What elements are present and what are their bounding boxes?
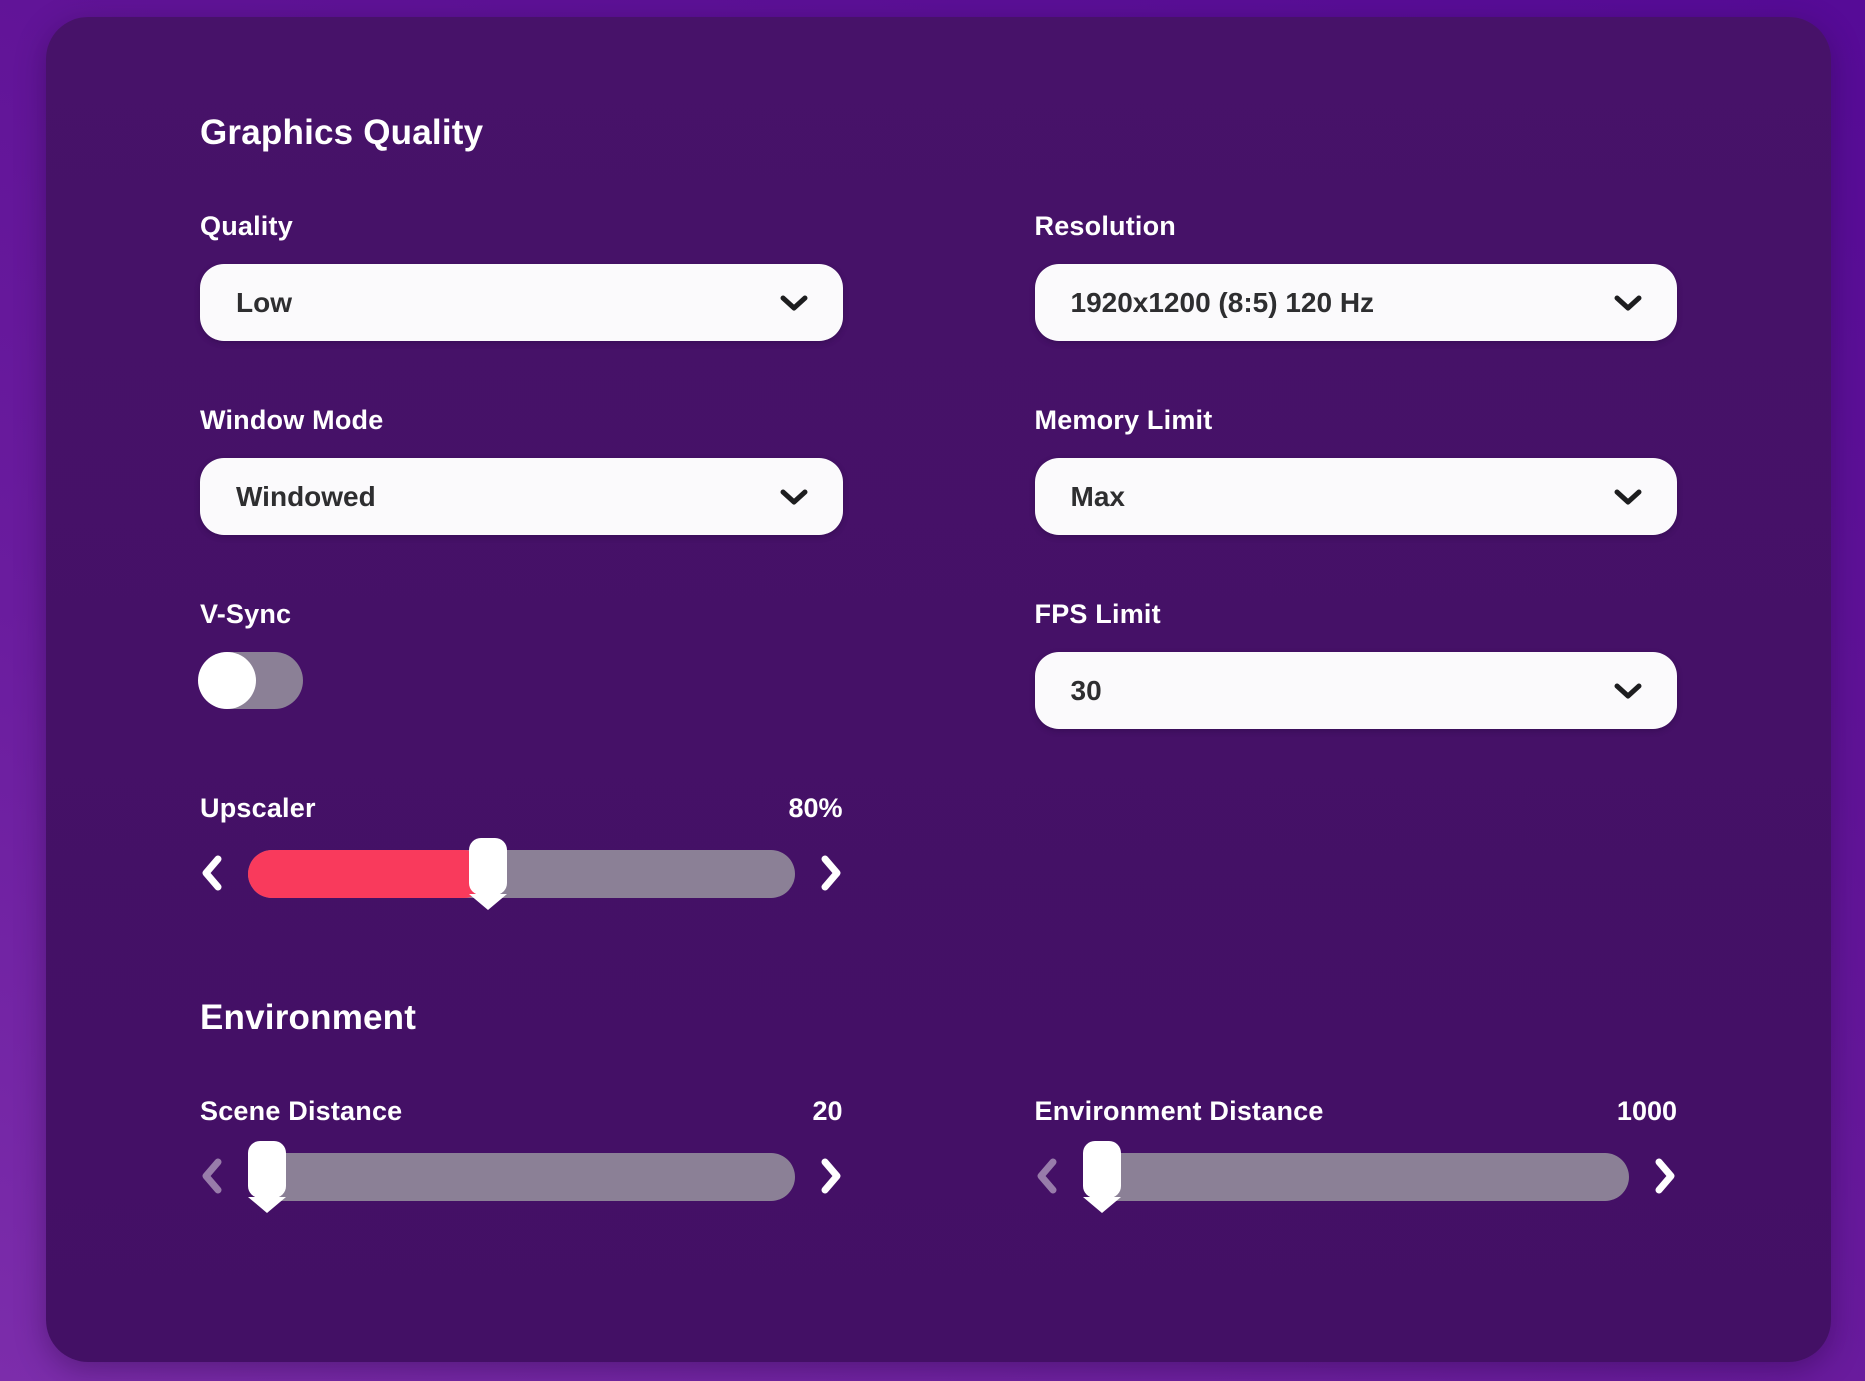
- memory-limit-selected-value: Max: [1070, 480, 1125, 512]
- upscaler-slider-thumb[interactable]: [469, 838, 508, 895]
- environment-distance-value: 1000: [1616, 1096, 1677, 1126]
- environment-distance-increase-button[interactable]: [1653, 1156, 1677, 1199]
- field-memory-limit: Memory Limit Max: [1034, 405, 1677, 535]
- environment-distance-slider-block: Environment Distance 1000: [1035, 1096, 1678, 1201]
- quality-select[interactable]: Low: [200, 264, 843, 341]
- chevron-left-icon: [200, 1156, 224, 1199]
- graphics-quality-section-title: Graphics Quality: [200, 113, 484, 152]
- upscaler-label: Upscaler: [200, 793, 316, 823]
- window-mode-label: Window Mode: [200, 405, 384, 435]
- field-quality: Quality Low: [200, 211, 843, 341]
- chevron-left-icon: [200, 853, 224, 896]
- upscaler-slider-track[interactable]: [248, 838, 795, 898]
- environment-grid: Scene Distance 20: [200, 1096, 1677, 1201]
- upscaler-value: 80%: [788, 793, 843, 823]
- upscaler-decrease-button[interactable]: [200, 853, 224, 896]
- upscaler-slider-fill: [248, 850, 489, 898]
- field-resolution: Resolution 1920x1200 (8:5) 120 Hz: [1034, 211, 1677, 341]
- environment-distance-slider-head: Environment Distance 1000: [1035, 1096, 1678, 1127]
- scene-distance-increase-button[interactable]: [819, 1156, 843, 1199]
- scene-distance-label: Scene Distance: [200, 1096, 403, 1126]
- scene-distance-decrease-button[interactable]: [200, 1156, 224, 1199]
- environment-section-title: Environment: [200, 998, 417, 1037]
- upscaler-increase-button[interactable]: [819, 853, 843, 896]
- environment-distance-label: Environment Distance: [1034, 1096, 1324, 1126]
- memory-limit-label: Memory Limit: [1034, 405, 1213, 435]
- vsync-label: V-Sync: [200, 599, 292, 629]
- environment-section: Environment Scene Distance 20: [200, 998, 1677, 1201]
- scene-distance-slider-block: Scene Distance 20: [200, 1096, 843, 1201]
- chevron-down-icon: [1613, 487, 1643, 507]
- vsync-toggle[interactable]: [198, 652, 303, 709]
- chevron-right-icon: [819, 1156, 843, 1199]
- chevron-right-icon: [1653, 1156, 1677, 1199]
- resolution-select[interactable]: 1920x1200 (8:5) 120 Hz: [1034, 264, 1677, 341]
- field-window-mode: Window Mode Windowed: [200, 405, 843, 535]
- chevron-down-icon: [779, 293, 809, 313]
- chevron-down-icon: [1613, 681, 1643, 701]
- quality-selected-value: Low: [236, 286, 292, 318]
- fps-limit-selected-value: 30: [1070, 674, 1102, 706]
- field-fps-limit: FPS Limit 30: [1034, 599, 1677, 729]
- settings-panel: Graphics Quality Quality Low Resolution …: [46, 17, 1831, 1362]
- scene-distance-value: 20: [812, 1096, 843, 1126]
- chevron-right-icon: [819, 853, 843, 896]
- grid-spacer: [1035, 793, 1678, 898]
- quality-label: Quality: [200, 211, 293, 241]
- scene-distance-slider-row: [200, 1141, 843, 1201]
- environment-distance-slider-thumb[interactable]: [1082, 1141, 1121, 1198]
- upscaler-slider-head: Upscaler 80%: [200, 793, 843, 824]
- graphics-quality-grid: Quality Low Resolution 1920x1200 (8:5) 1…: [198, 211, 1678, 898]
- environment-distance-slider-row: [1035, 1141, 1678, 1201]
- window-mode-selected-value: Windowed: [236, 480, 376, 512]
- fps-limit-select[interactable]: 30: [1034, 652, 1677, 729]
- chevron-left-icon: [1035, 1156, 1059, 1199]
- field-vsync: V-Sync: [198, 599, 843, 729]
- fps-limit-label: FPS Limit: [1034, 599, 1161, 629]
- environment-distance-decrease-button[interactable]: [1035, 1156, 1059, 1199]
- scene-distance-slider-track[interactable]: [248, 1141, 795, 1201]
- chevron-down-icon: [779, 487, 809, 507]
- resolution-label: Resolution: [1034, 211, 1176, 241]
- memory-limit-select[interactable]: Max: [1034, 458, 1677, 535]
- resolution-selected-value: 1920x1200 (8:5) 120 Hz: [1070, 286, 1375, 318]
- vsync-toggle-knob: [198, 652, 256, 709]
- scene-distance-slider-thumb[interactable]: [248, 1141, 286, 1198]
- scene-distance-slider-head: Scene Distance 20: [200, 1096, 843, 1127]
- upscaler-slider-row: [200, 838, 843, 898]
- upscaler-slider-block: Upscaler 80%: [200, 793, 843, 898]
- window-mode-select[interactable]: Windowed: [200, 458, 843, 535]
- environment-distance-slider-track[interactable]: [1082, 1141, 1629, 1201]
- chevron-down-icon: [1613, 293, 1643, 313]
